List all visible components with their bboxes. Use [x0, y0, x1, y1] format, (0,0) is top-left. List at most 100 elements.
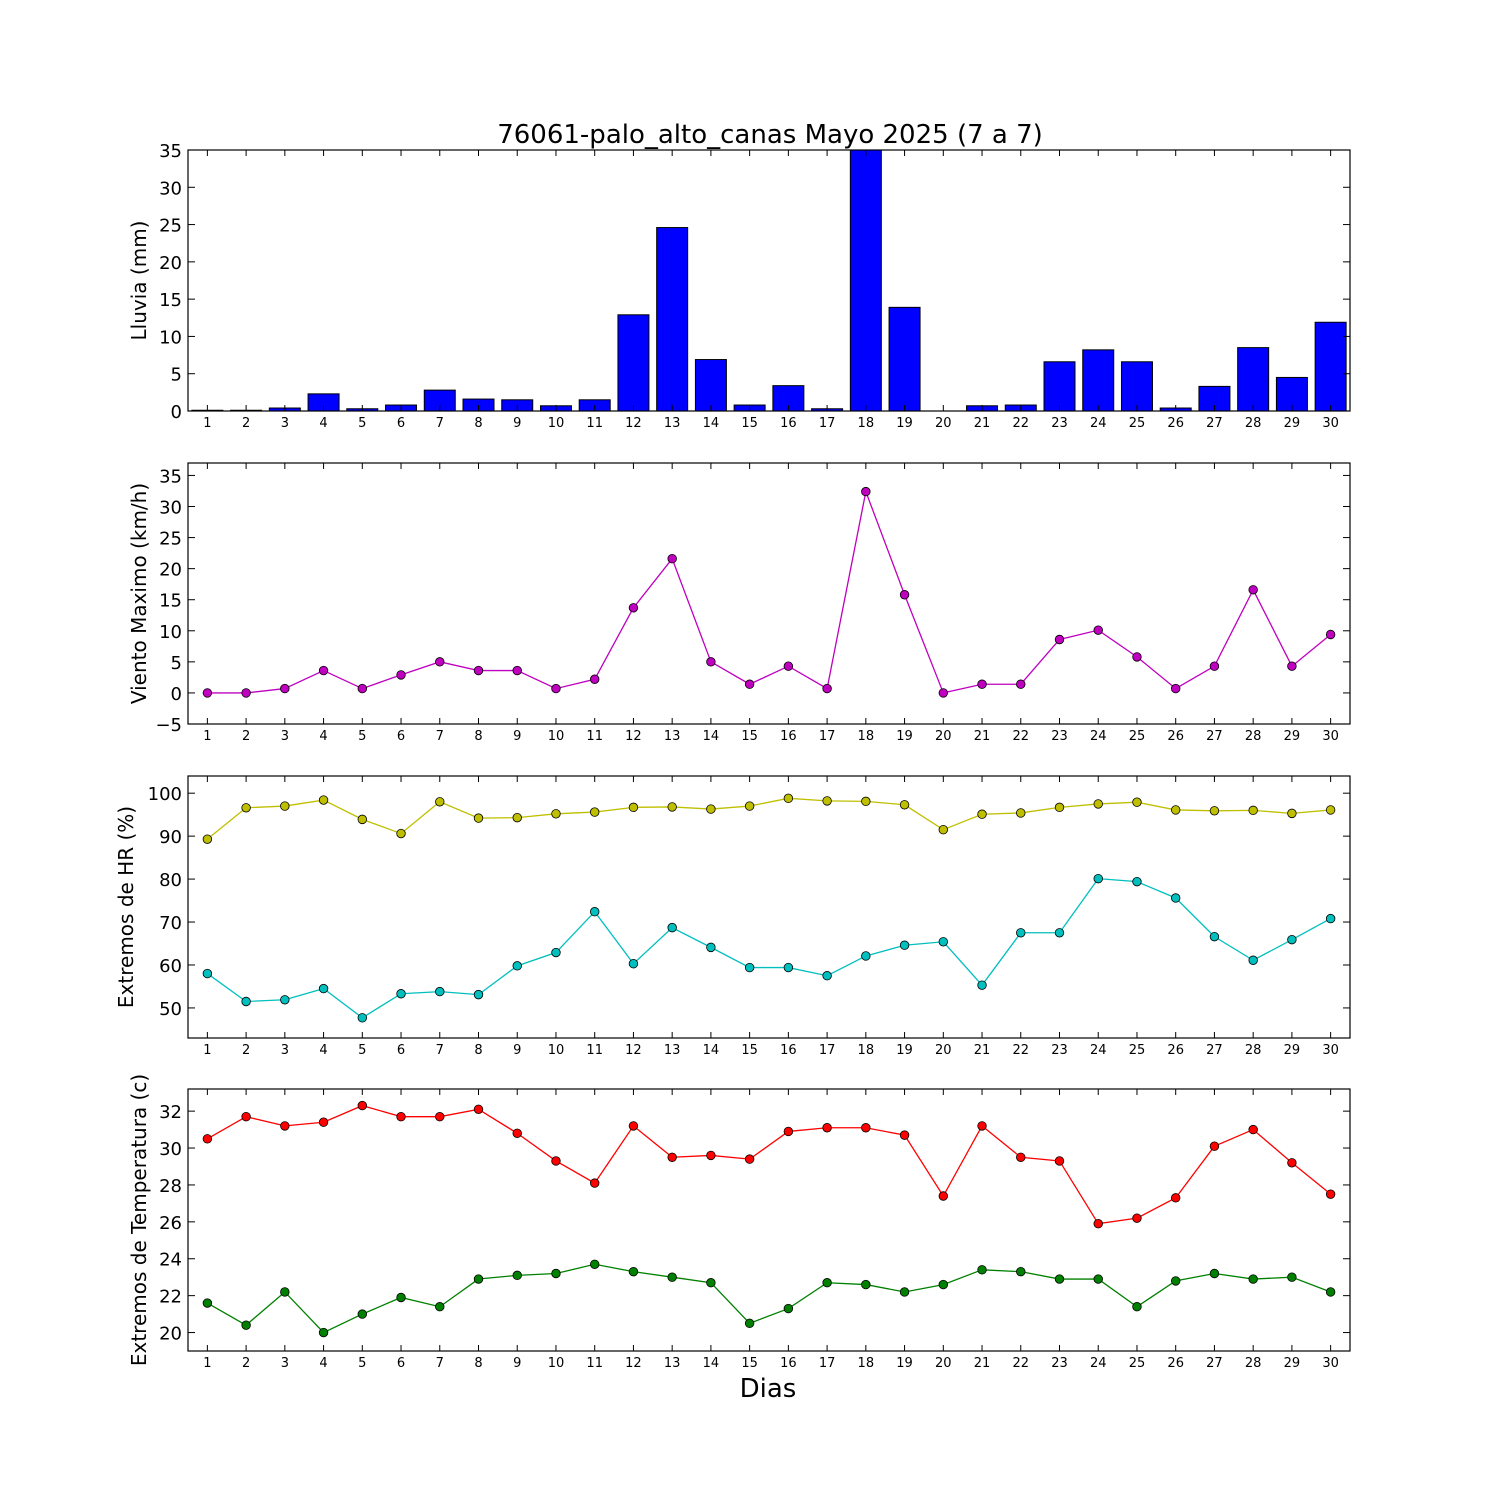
point-series-0-day-21 [977, 809, 987, 819]
xtick-label: 21 [974, 1043, 991, 1058]
plot-area [202, 486, 1336, 698]
bar-day-19 [888, 306, 921, 411]
point-series-1-day-22 [1016, 1266, 1026, 1277]
point-series-1-day-8 [473, 1274, 484, 1284]
point-series-0-day-8 [473, 1104, 484, 1115]
xtick-label: 14 [703, 729, 720, 744]
point-series-1-day-30 [1325, 913, 1336, 924]
point-series-1-day-12 [628, 1266, 639, 1277]
point-series-0-day-7 [435, 797, 445, 807]
point-series-0-day-9 [512, 1128, 522, 1138]
xtick-label: 1 [203, 1043, 211, 1058]
point-series-0-day-28 [1248, 805, 1258, 816]
xtick-label: 21 [974, 1356, 991, 1371]
ytick-label: 30 [159, 1139, 182, 1160]
xtick-label: 11 [586, 416, 603, 431]
xtick-label: 14 [703, 416, 720, 431]
xtick-label: 18 [858, 1356, 875, 1371]
ytick-label: 90 [159, 827, 182, 848]
point-series-0-day-25 [1132, 1213, 1142, 1223]
xtick-label: 24 [1090, 1356, 1107, 1371]
bar-day-14 [694, 359, 727, 411]
point-series-1-day-15 [744, 962, 755, 973]
point-series-0-day-10 [551, 1156, 561, 1166]
xtick-label: 29 [1284, 416, 1301, 431]
xtick-label: 19 [896, 729, 913, 744]
xtick-label: 11 [586, 1356, 603, 1371]
point-series-0-day-20 [938, 824, 949, 835]
point-series-1-day-26 [1170, 1276, 1181, 1286]
point-series-0-day-16 [783, 793, 794, 804]
point-series-0-day-13 [667, 554, 677, 564]
point-series-1-day-7 [435, 986, 445, 997]
ytick-label: 30 [159, 498, 182, 519]
ytick-label: 35 [159, 141, 182, 162]
ytick-label: 10 [159, 327, 182, 348]
ytick-label: 35 [159, 466, 182, 487]
point-series-1-day-20 [938, 937, 949, 947]
axes-frame [187, 1088, 1351, 1352]
point-series-1-day-28 [1248, 955, 1258, 965]
xtick-label: 17 [819, 729, 836, 744]
xtick-label: 1 [203, 1356, 211, 1371]
bar-day-4 [307, 393, 340, 411]
point-series-1-day-14 [706, 1278, 716, 1288]
point-series-0-day-16 [783, 661, 794, 671]
bar-day-13 [656, 227, 689, 411]
point-series-0-day-22 [1016, 1152, 1026, 1162]
xtick-label: 8 [474, 1356, 482, 1371]
xtick-label: 28 [1245, 729, 1262, 744]
point-series-0-day-24 [1093, 1218, 1103, 1229]
xtick-label: 25 [1129, 416, 1146, 431]
xtick-label: 3 [281, 1043, 289, 1058]
point-series-0-day-16 [783, 1126, 794, 1137]
point-series-1-day-17 [822, 1278, 832, 1288]
ytick-label: 80 [159, 870, 182, 891]
xtick-label: 23 [1051, 1356, 1068, 1371]
point-series-0-day-23 [1054, 1156, 1065, 1166]
chart-title: 76061-palo_alto_canas Mayo 2025 (7 a 7) [497, 120, 1043, 150]
point-series-1-day-8 [473, 989, 484, 1000]
y-axis-label: Viento Maximo (km/h) [127, 483, 151, 704]
xtick-label: 22 [1012, 1043, 1029, 1058]
point-series-0-day-10 [551, 683, 561, 694]
point-series-0-day-27 [1209, 661, 1220, 671]
point-series-0-day-20 [938, 1191, 949, 1201]
xtick-label: 8 [474, 729, 482, 744]
xtick-label: 6 [397, 1356, 405, 1371]
point-series-0-day-30 [1325, 1189, 1336, 1199]
point-series-0-day-19 [899, 800, 910, 810]
xtick-label: 24 [1090, 1043, 1107, 1058]
xtick-label: 15 [741, 1043, 758, 1058]
point-series-0-day-21 [977, 679, 987, 689]
point-series-0-day-4 [318, 1117, 329, 1127]
xtick-label: 19 [896, 1356, 913, 1371]
xtick-label: 3 [281, 729, 289, 744]
point-series-1-day-12 [628, 959, 639, 969]
point-series-1-day-20 [938, 1279, 949, 1290]
xtick-label: 18 [858, 416, 875, 431]
point-series-0-day-1 [202, 834, 213, 844]
xtick-label: 5 [358, 1356, 366, 1371]
point-series-0-day-26 [1170, 683, 1181, 694]
point-series-0-day-24 [1093, 799, 1103, 809]
point-series-0-day-18 [861, 796, 871, 807]
xtick-label: 4 [319, 416, 327, 431]
ytick-label: 100 [148, 784, 182, 805]
xtick-label: 27 [1206, 729, 1223, 744]
ytick-label: 0 [171, 402, 182, 423]
xtick-label: 16 [780, 416, 797, 431]
xtick-label: 25 [1129, 1356, 1146, 1371]
point-series-0-day-1 [202, 688, 213, 698]
plot-area [191, 150, 1347, 411]
point-series-0-day-12 [628, 802, 639, 813]
point-series-0-day-11 [590, 1178, 600, 1188]
xtick-label: 9 [513, 1043, 521, 1058]
point-series-0-day-7 [435, 1111, 445, 1122]
ytick-label: 10 [159, 622, 182, 643]
xtick-label: 20 [935, 1356, 952, 1371]
y-axis-label: Lluvia (mm) [127, 221, 151, 341]
xtick-label: 25 [1129, 1043, 1146, 1058]
